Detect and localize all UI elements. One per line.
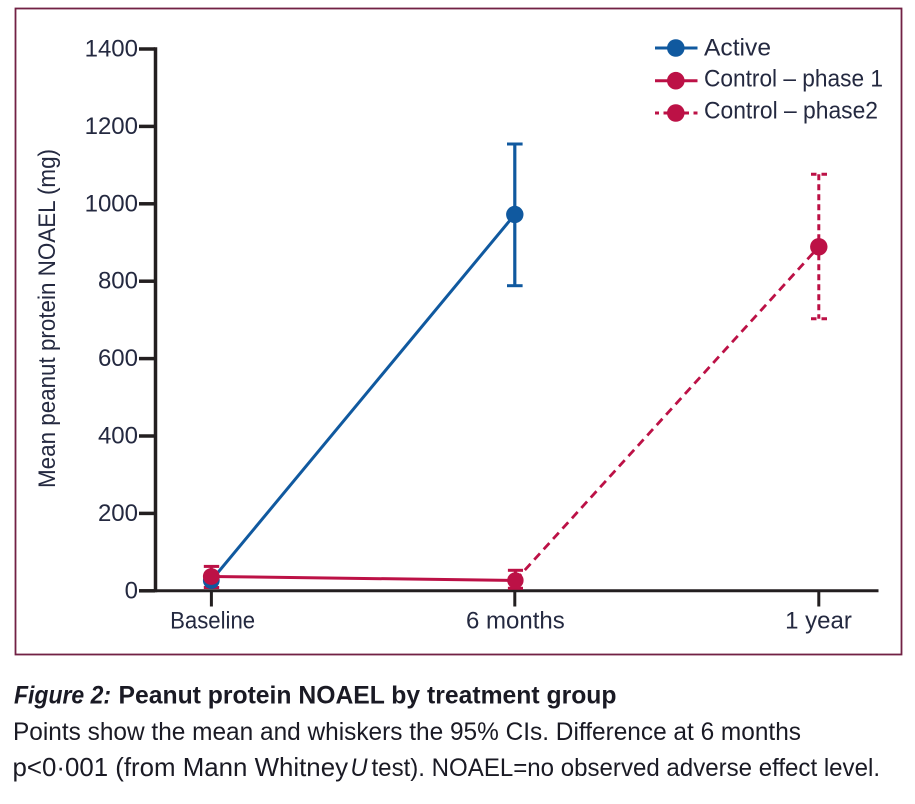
svg-text:1200: 1200 [85, 113, 138, 140]
svg-text:test). NOAEL=no observed adver: test). NOAEL=no observed adverse effect … [372, 754, 881, 782]
svg-text:0: 0 [125, 577, 138, 604]
svg-text:Control – phase2: Control – phase2 [704, 98, 878, 125]
svg-text:6 months: 6 months [466, 608, 565, 635]
svg-text:Control – phase 1: Control – phase 1 [704, 65, 883, 92]
svg-text:Baseline: Baseline [170, 608, 255, 635]
svg-text:600: 600 [98, 345, 138, 372]
svg-text:800: 800 [98, 268, 138, 295]
svg-text:Figure 2:: Figure 2: [14, 682, 111, 710]
svg-text:Mean peanut protein NOAEL (mg): Mean peanut protein NOAEL (mg) [34, 149, 61, 488]
svg-text:200: 200 [98, 500, 138, 527]
svg-text:1400: 1400 [85, 36, 138, 63]
svg-text:Peanut protein NOAEL by treatm: Peanut protein NOAEL by treatment group [119, 682, 617, 710]
svg-text:1 year: 1 year [785, 608, 852, 635]
svg-text:400: 400 [98, 423, 138, 450]
svg-text:p<0·001 (from Mann Whitney: p<0·001 (from Mann Whitney [13, 752, 349, 782]
svg-text:Active: Active [704, 34, 771, 61]
svg-text:1000: 1000 [85, 190, 138, 217]
svg-text:Points show the mean and whisk: Points show the mean and whiskers the 95… [13, 718, 801, 746]
svg-text:U: U [351, 754, 369, 782]
